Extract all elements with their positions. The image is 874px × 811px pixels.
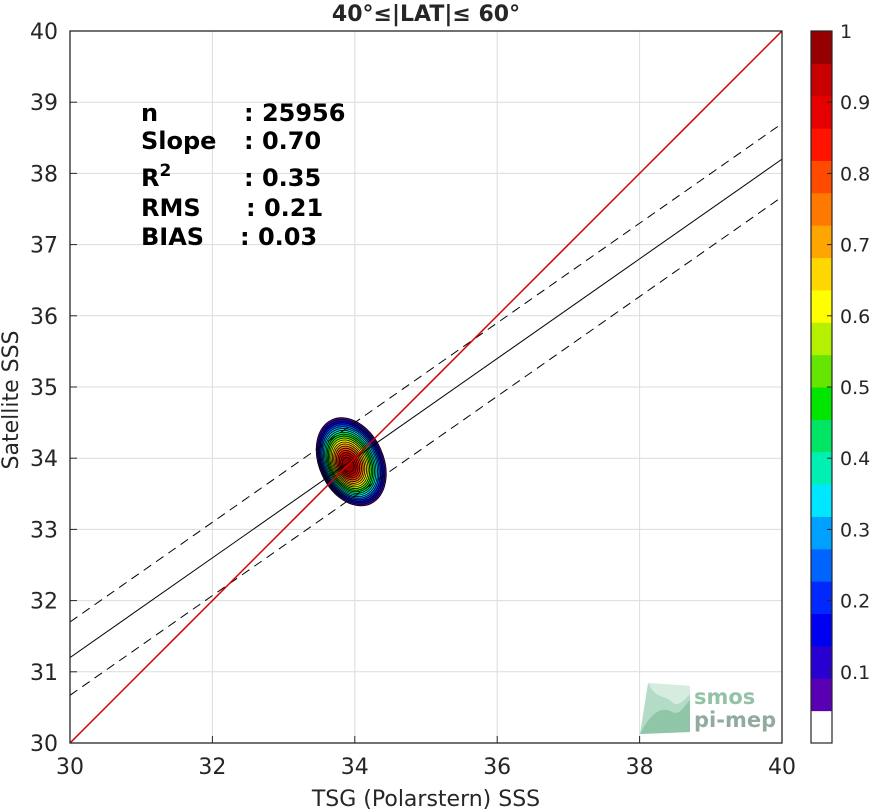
y-tick-label: 31 bbox=[30, 661, 58, 686]
lower-bound-line bbox=[70, 196, 782, 696]
colorbar-segment bbox=[811, 128, 832, 161]
colorbar-segment bbox=[811, 257, 832, 291]
y-tick-label: 32 bbox=[30, 590, 58, 615]
x-tick-label: 40 bbox=[768, 755, 796, 780]
colorbar-segment bbox=[811, 678, 832, 712]
y-tick-label: 34 bbox=[30, 447, 58, 472]
colorbar-segment bbox=[811, 289, 832, 323]
colorbar-segment bbox=[811, 548, 832, 582]
stats-annotation: n : 25956 Slope : 0.70 R2 : 0.35 RMS : 0.21 BIAS… bbox=[141, 99, 345, 251]
colorbar-segment bbox=[811, 225, 832, 259]
colorbar-segment bbox=[811, 31, 832, 64]
chart-title: 40°≤|LAT|≤ 60° bbox=[332, 2, 520, 27]
y-tick-label: 38 bbox=[30, 162, 58, 187]
y-tick-label: 35 bbox=[30, 376, 58, 401]
colorbar-tick-label: 0.6 bbox=[840, 306, 870, 328]
colorbar-tick-label: 0.8 bbox=[840, 163, 870, 185]
x-tick-label: 36 bbox=[483, 755, 511, 780]
colorbar-segment bbox=[811, 645, 832, 679]
fit-lines bbox=[70, 31, 782, 743]
stat-value: : 25956 bbox=[244, 99, 345, 127]
colorbar-segment bbox=[811, 160, 832, 194]
stat-value: : 0.03 bbox=[240, 223, 317, 251]
colorbar-tick-label: 0.5 bbox=[840, 377, 870, 399]
colorbar-segment bbox=[811, 192, 832, 226]
stat-label: BIAS bbox=[141, 223, 204, 251]
x-tick-label: 38 bbox=[626, 755, 654, 780]
colorbar-segment bbox=[811, 451, 832, 485]
colorbar-tick-label: 1 bbox=[840, 21, 852, 43]
x-axis-ticks: 30 32 34 36 38 40 bbox=[56, 736, 796, 780]
y-tick-label: 39 bbox=[30, 91, 58, 116]
colorbar-segment bbox=[811, 387, 832, 420]
stat-value: : 0.21 bbox=[246, 194, 323, 222]
x-axis-label: TSG (Polarstern) SSS bbox=[311, 787, 540, 811]
x-tick-label: 30 bbox=[56, 755, 84, 780]
y-tick-label: 37 bbox=[30, 234, 58, 259]
stat-label: RMS bbox=[141, 194, 201, 222]
stat-label: R2 bbox=[141, 161, 171, 192]
logo-text-smos: smos bbox=[694, 685, 755, 709]
colorbar-segment bbox=[811, 710, 832, 744]
colorbar-tick-label: 0.4 bbox=[840, 448, 870, 470]
y-axis-label: Satellite SSS bbox=[0, 331, 24, 470]
stat-label: Slope bbox=[141, 127, 216, 155]
density-contours bbox=[315, 417, 387, 507]
stat-value: : 0.70 bbox=[244, 127, 321, 155]
colorbar-segment bbox=[811, 419, 832, 453]
colorbar-tick-label: 0.7 bbox=[840, 235, 870, 257]
colorbar-segment bbox=[811, 613, 832, 647]
colorbar-tick-label: 0.9 bbox=[840, 92, 870, 114]
y-tick-label: 33 bbox=[30, 518, 58, 543]
y-tick-label: 36 bbox=[30, 305, 58, 330]
regression-line bbox=[70, 158, 782, 658]
x-tick-label: 32 bbox=[198, 755, 226, 780]
upper-bound-line bbox=[70, 123, 782, 623]
colorbar-segment bbox=[811, 354, 832, 388]
stat-value: : 0.35 bbox=[244, 164, 321, 192]
colorbar bbox=[811, 31, 832, 744]
identity-line bbox=[70, 31, 782, 743]
grid bbox=[69, 30, 783, 744]
colorbar-ticks: 0.1 0.2 0.3 0.4 0.5 0.6 0.7 0.8 0.9 1 bbox=[827, 21, 870, 684]
logo-text-pi-mep: pi-mep bbox=[694, 708, 776, 732]
colorbar-tick-label: 0.1 bbox=[840, 662, 870, 684]
colorbar-segment bbox=[811, 516, 832, 550]
colorbar-segment bbox=[811, 95, 832, 129]
colorbar-segment bbox=[811, 63, 832, 97]
colorbar-segment bbox=[811, 484, 832, 517]
y-tick-label: 40 bbox=[30, 20, 58, 45]
x-tick-label: 34 bbox=[341, 755, 369, 780]
smos-pi-mep-logo: smos pi-mep bbox=[640, 683, 776, 734]
colorbar-tick-label: 0.2 bbox=[840, 591, 870, 613]
colorbar-segment bbox=[811, 322, 832, 356]
colorbar-segment bbox=[811, 581, 832, 615]
y-tick-label: 30 bbox=[30, 732, 58, 757]
colorbar-tick-label: 0.3 bbox=[840, 519, 870, 541]
y-axis-ticks: 30 31 32 33 34 35 36 37 38 39 40 bbox=[30, 20, 77, 757]
stat-label: n bbox=[141, 99, 158, 127]
